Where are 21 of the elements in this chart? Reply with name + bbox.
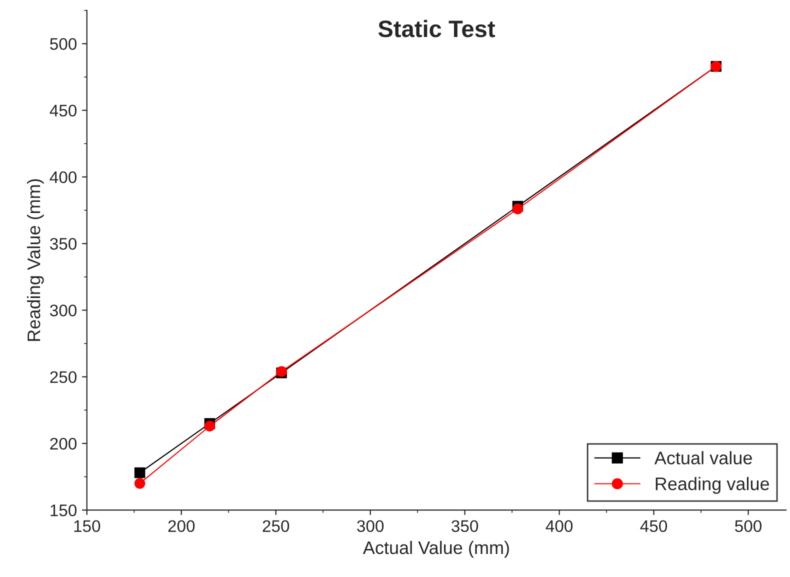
x-tick-label: 300 [357, 520, 384, 532]
chart-title: Static Test [378, 20, 496, 38]
y-tick-label: 350 [50, 238, 77, 250]
y-tick-label: 300 [50, 304, 77, 316]
legend-label: Reading value [656, 476, 770, 494]
x-tick-label: 450 [640, 520, 668, 532]
x-tick-label: 250 [262, 520, 290, 532]
y-tick-label: 400 [50, 171, 77, 184]
x-tick-label: 350 [452, 520, 478, 532]
y-tick-label: 500 [50, 38, 77, 50]
x-tick-label: 500 [735, 520, 762, 532]
y-tick-label: 150 [50, 504, 77, 516]
x-tick-label: 200 [168, 520, 195, 532]
y-tick-label: 250 [50, 371, 77, 384]
y-tick-label: 450 [50, 104, 77, 117]
y-axis-title: Reading Value (mm) [26, 179, 44, 341]
legend-label: Actual value [654, 451, 752, 464]
x-tick-label: 400 [546, 520, 573, 532]
x-axis-title: Actual Value (mm) [362, 540, 509, 558]
x-tick-label: 150 [74, 520, 100, 532]
y-tick-label: 200 [50, 438, 77, 450]
